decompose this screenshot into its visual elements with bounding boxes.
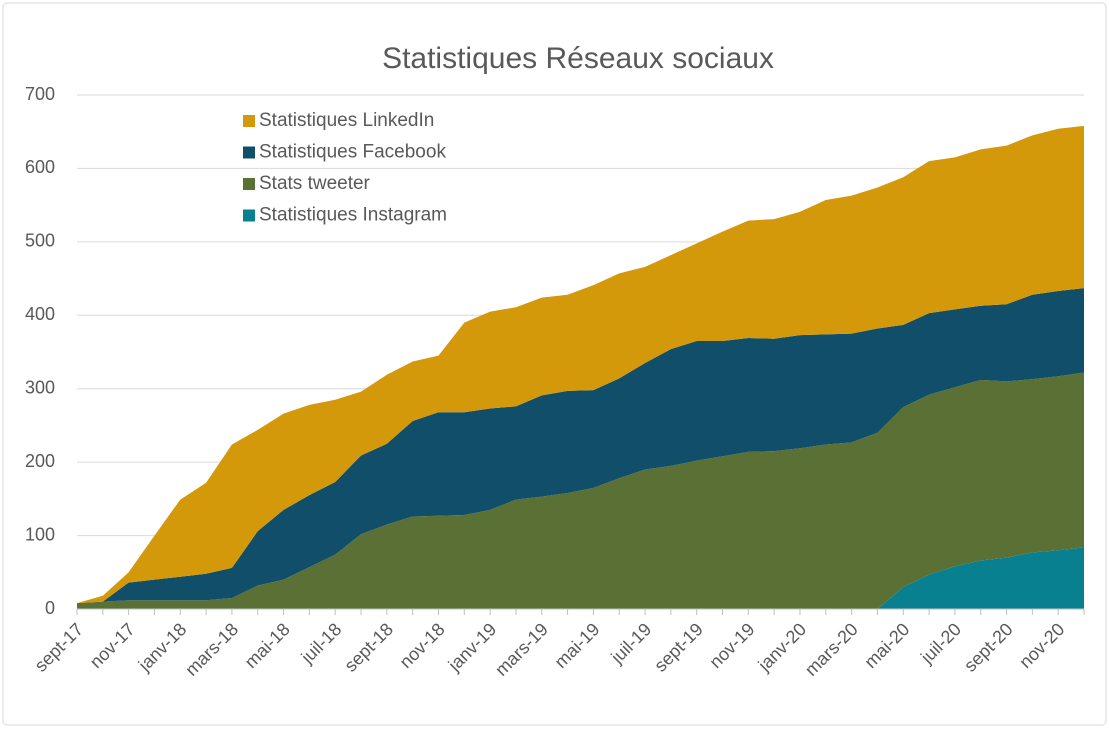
y-tick-label: 100 [25,524,55,544]
legend-swatch [243,115,255,127]
y-tick-label: 500 [25,231,55,251]
y-tick-label: 300 [25,377,55,397]
legend-swatch [243,178,255,190]
area [77,125,1084,604]
legend-label: Statistiques LinkedIn [259,110,434,131]
y-tick-label: 400 [25,304,55,324]
area [77,547,1084,609]
legend-label: Statistiques Facebook [259,142,446,163]
legend-swatch [243,146,255,159]
legend-label: Stats tweeter [259,173,371,194]
y-tick-label: 700 [25,84,55,104]
area [77,288,1084,604]
area [77,372,1084,609]
legend-label: Statistiques Instagram [259,205,447,226]
y-tick-label: 0 [45,598,55,618]
y-tick-label: 600 [25,157,55,177]
y-tick-label: 200 [25,451,55,471]
legend-swatch [243,209,255,222]
chart-title: Statistiques Réseaux sociaux [382,42,774,75]
